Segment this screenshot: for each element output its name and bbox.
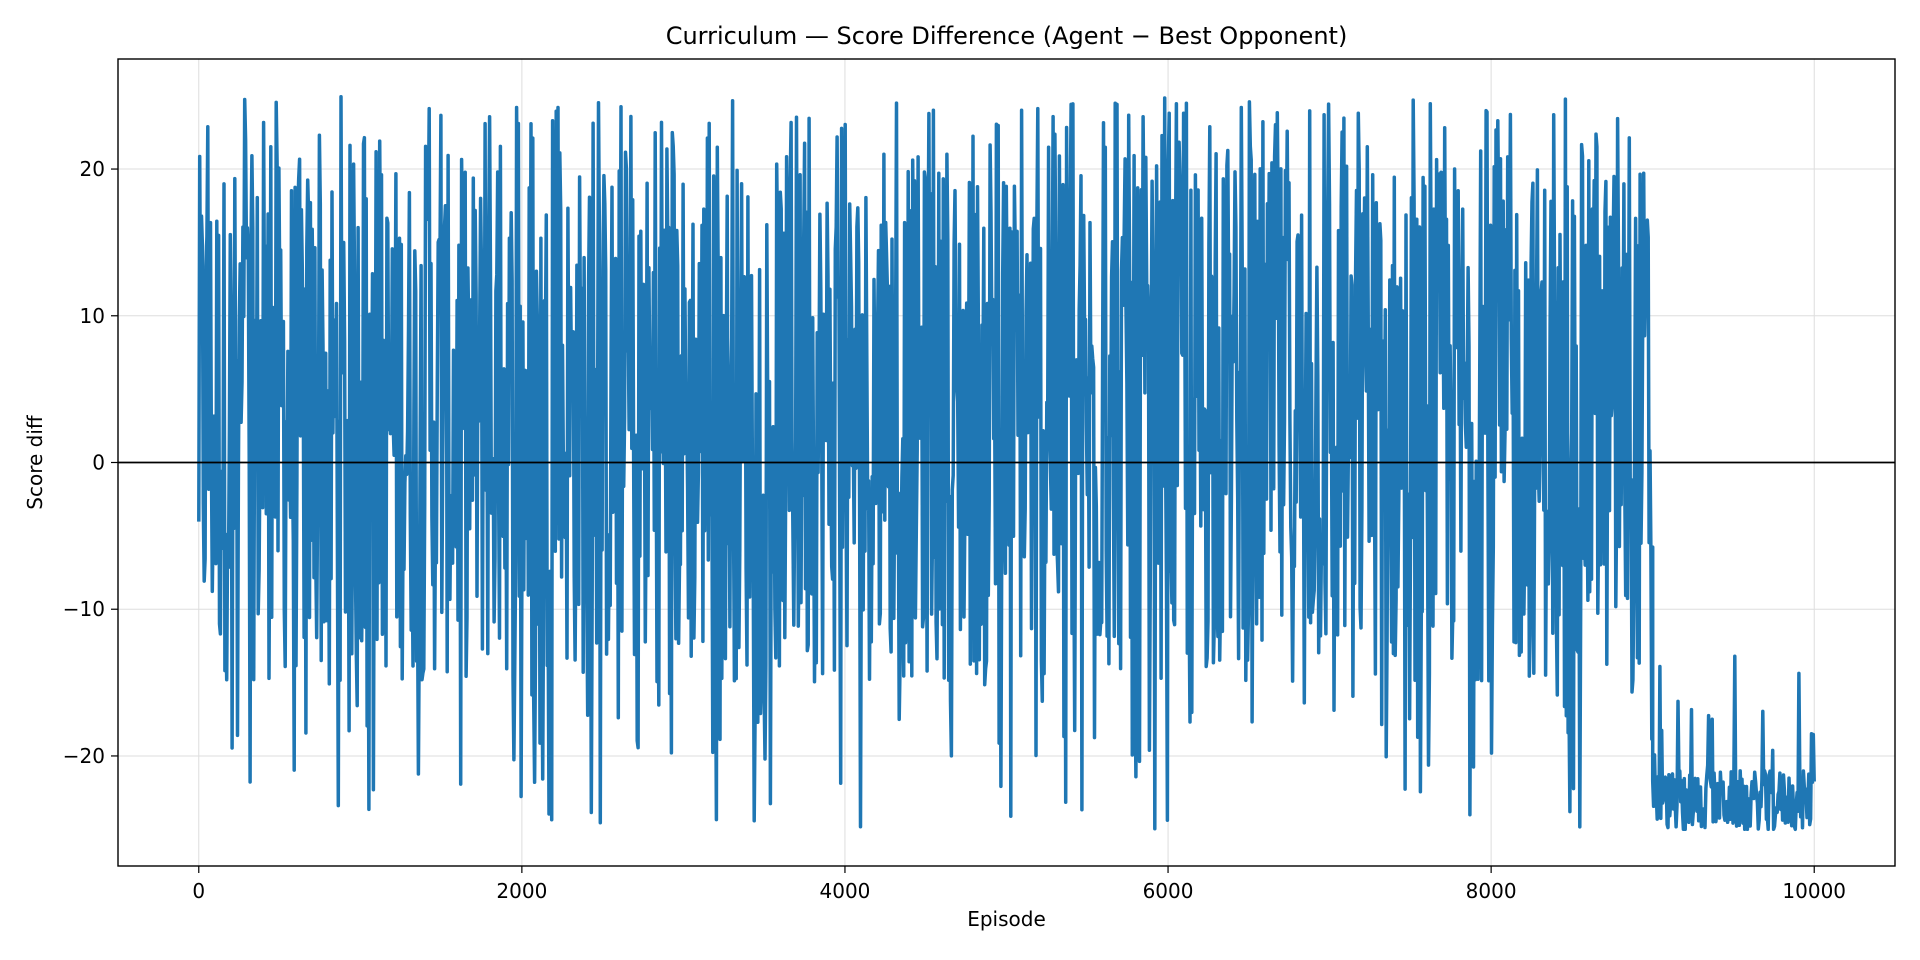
score-diff-line <box>197 95 1816 832</box>
y-tick-label: 20 <box>80 157 105 181</box>
chart-title: Curriculum — Score Difference (Agent − B… <box>666 22 1348 50</box>
y-axis-label: Score diff <box>23 414 47 510</box>
y-tick-label: 10 <box>80 304 105 328</box>
series-line <box>197 95 1816 832</box>
x-tick-label: 4000 <box>820 879 871 903</box>
axis-ticks: 0 2000 4000 6000 8000 10000 −20 −10 0 10 20 <box>63 157 1846 903</box>
y-tick-label: −20 <box>63 744 105 768</box>
x-tick-label: 10000 <box>1782 879 1846 903</box>
x-tick-label: 6000 <box>1143 879 1194 903</box>
y-tick-label: 0 <box>92 451 105 475</box>
x-axis-label: Episode <box>967 907 1046 931</box>
x-tick-label: 0 <box>192 879 205 903</box>
y-tick-label: −10 <box>63 597 105 621</box>
x-tick-label: 2000 <box>496 879 547 903</box>
x-tick-label: 8000 <box>1466 879 1517 903</box>
